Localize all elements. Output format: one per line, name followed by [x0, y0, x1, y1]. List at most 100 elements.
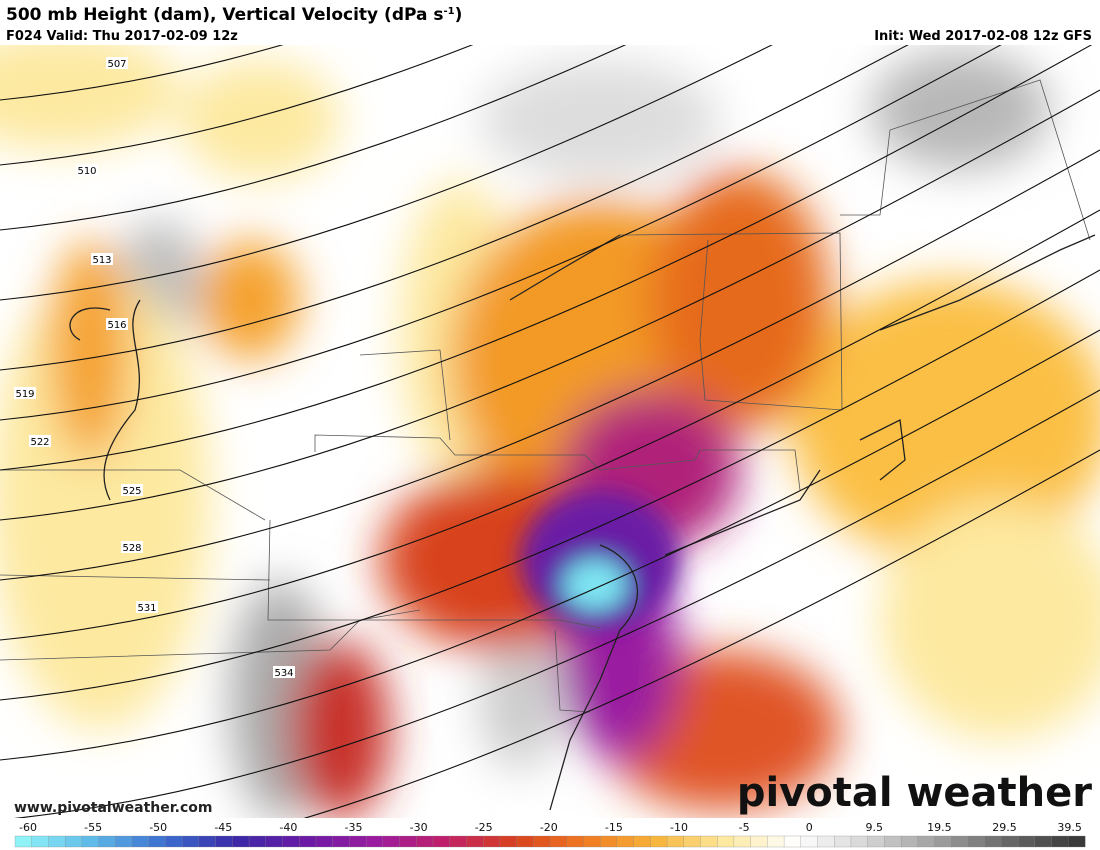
colorbar-cell — [1034, 835, 1053, 848]
contour-label: 522 — [30, 437, 49, 448]
colorbar-cell — [315, 835, 334, 848]
colorbar-cell — [850, 835, 869, 848]
colorbar-cell — [1068, 835, 1086, 848]
colorbar-cell — [549, 835, 568, 848]
init-time: Init: Wed 2017-02-08 12z GFS — [874, 29, 1092, 44]
contour-line — [0, 45, 1093, 471]
colorbar-cell — [717, 835, 735, 848]
colorbar-cell — [800, 835, 818, 848]
contour-labels: 507 510 513 516 519 522 525 528 531 534 — [14, 57, 295, 679]
colorbar-cell — [14, 835, 33, 848]
colorbar-cell — [131, 835, 150, 848]
colorbar-cell — [934, 835, 952, 848]
colorbar-cell — [198, 835, 217, 848]
contour-label-bg — [14, 387, 36, 399]
colorbar-cell — [900, 835, 919, 848]
contour-line — [0, 45, 1002, 421]
valid-time: F024 Valid: Thu 2017-02-09 12z — [6, 29, 238, 44]
colorbar-cell — [1001, 835, 1019, 848]
colorbar-cell — [834, 835, 852, 848]
colorbar-cell — [182, 835, 200, 848]
colorbar-cell — [382, 835, 400, 848]
contour-label-bg — [106, 57, 128, 69]
colorbar-cell — [700, 835, 718, 848]
contour-label: 525 — [122, 486, 141, 497]
colorbar-cell — [1017, 835, 1036, 848]
colorbar-cell — [533, 835, 551, 848]
contour-label-bg — [136, 601, 158, 613]
contour-line — [0, 269, 1100, 701]
contour-line — [0, 329, 1100, 761]
contour-line — [0, 45, 474, 166]
contour-label: 531 — [137, 603, 156, 614]
colorbar-cell — [299, 835, 317, 848]
colorbar-cell — [31, 835, 49, 848]
colorbar-label: -40 — [279, 821, 297, 834]
colorbar-cell — [449, 835, 467, 848]
contour-line — [303, 449, 1100, 818]
colorbar-cell — [600, 835, 618, 848]
contour-label-bg — [29, 435, 51, 447]
colorbar-cell — [165, 835, 183, 848]
contour-label-bg — [106, 318, 128, 330]
contour-line — [0, 209, 1100, 641]
contour-label-bg — [76, 164, 98, 176]
contour-line — [0, 45, 284, 101]
colorbar-cell — [499, 835, 518, 848]
colorbar-cell — [984, 835, 1002, 848]
contour-label-bg — [91, 253, 113, 265]
colorbar-cell — [750, 835, 768, 848]
colorbar-cell — [399, 835, 417, 848]
colorbar-cell — [265, 835, 283, 848]
colorbar-label: -20 — [540, 821, 558, 834]
contour-line — [0, 89, 1100, 521]
core — [520, 490, 680, 630]
colorbar-label: 39.5 — [1057, 821, 1082, 834]
colorbar-cell — [148, 835, 166, 848]
colorbar-cell — [516, 835, 534, 848]
contour-label: 534 — [274, 668, 293, 679]
contour-label-bg — [121, 484, 143, 496]
contour-label-bg — [121, 541, 143, 553]
colorbar-cell — [48, 835, 66, 848]
colorbar-cell — [951, 835, 969, 848]
title-sup: -1 — [444, 6, 455, 17]
colorbar-label: 9.5 — [866, 821, 884, 834]
colorbar-label: -5 — [739, 821, 750, 834]
colorbar-cell — [767, 835, 785, 848]
colorbar-cell — [867, 835, 885, 848]
colorbar-label: -30 — [410, 821, 428, 834]
colorbar-cell — [583, 835, 601, 848]
colorbar-cell — [482, 835, 501, 848]
colorbar-cell — [98, 835, 116, 848]
title-end: ) — [455, 5, 463, 25]
colorbar-label: -25 — [475, 821, 493, 834]
colorbar-label: -55 — [84, 821, 102, 834]
contour-line — [0, 45, 773, 301]
colorbar-cell — [566, 835, 584, 848]
colorbar-cell — [416, 835, 434, 848]
contour-label: 528 — [122, 543, 141, 554]
colorbar-label: 0 — [806, 821, 813, 834]
borders — [0, 79, 1091, 713]
colorbar-cell — [349, 835, 367, 848]
contour-label: 516 — [107, 320, 126, 331]
colorbar-cell — [115, 835, 133, 848]
contour-label-bg — [273, 666, 295, 678]
colorbar-label: -60 — [19, 821, 37, 834]
contour-line — [0, 149, 1100, 581]
colorbar-label: -35 — [345, 821, 363, 834]
colorbar-cell — [1051, 835, 1069, 848]
colorbar-cell — [783, 835, 802, 848]
title: 500 mb Height (dam), Vertical Velocity (… — [6, 5, 462, 25]
colorbar-cell — [215, 835, 233, 848]
colorbar-cell — [365, 835, 384, 848]
colorbar-cell — [466, 835, 484, 848]
colorbar-cell — [884, 835, 902, 848]
colorbar-label: -10 — [670, 821, 688, 834]
contour-label: 507 — [107, 59, 126, 70]
colorbar-cell — [967, 835, 986, 848]
contour-label: 510 — [77, 166, 96, 177]
brand: pivotal weather — [737, 770, 1092, 816]
